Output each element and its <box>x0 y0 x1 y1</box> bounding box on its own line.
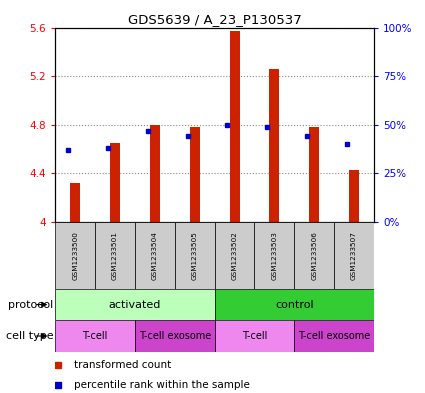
Bar <box>55 222 95 289</box>
Bar <box>255 222 294 289</box>
Text: T-cell: T-cell <box>82 331 108 341</box>
Bar <box>309 127 319 222</box>
Bar <box>215 320 294 352</box>
Bar <box>135 320 215 352</box>
Text: protocol: protocol <box>8 299 53 310</box>
Text: GSM1233502: GSM1233502 <box>232 231 238 280</box>
Text: GSM1233505: GSM1233505 <box>192 231 198 280</box>
Bar <box>135 222 175 289</box>
Text: control: control <box>275 299 314 310</box>
Text: GSM1233503: GSM1233503 <box>272 231 278 280</box>
Text: transformed count: transformed count <box>74 360 172 370</box>
Bar <box>150 125 160 222</box>
Text: cell type: cell type <box>6 331 53 341</box>
Bar <box>269 69 279 222</box>
Text: T-cell exosome: T-cell exosome <box>298 331 370 341</box>
Text: percentile rank within the sample: percentile rank within the sample <box>74 380 250 390</box>
Text: T-cell exosome: T-cell exosome <box>139 331 211 341</box>
Bar <box>175 222 215 289</box>
Bar <box>70 183 80 222</box>
Title: GDS5639 / A_23_P130537: GDS5639 / A_23_P130537 <box>128 13 301 26</box>
Bar <box>294 320 374 352</box>
Bar <box>334 222 374 289</box>
Bar <box>55 289 215 320</box>
Bar <box>215 222 255 289</box>
Bar <box>230 31 240 222</box>
Bar <box>55 320 135 352</box>
Bar <box>190 127 200 222</box>
Text: GSM1233504: GSM1233504 <box>152 231 158 280</box>
Bar <box>110 143 120 222</box>
Text: GSM1233500: GSM1233500 <box>72 231 78 280</box>
Text: activated: activated <box>109 299 161 310</box>
Bar <box>215 289 374 320</box>
Bar <box>294 222 334 289</box>
Text: GSM1233507: GSM1233507 <box>351 231 357 280</box>
Text: GSM1233501: GSM1233501 <box>112 231 118 280</box>
Bar <box>95 222 135 289</box>
Text: T-cell: T-cell <box>242 331 267 341</box>
Text: GSM1233506: GSM1233506 <box>311 231 317 280</box>
Bar <box>349 170 359 222</box>
